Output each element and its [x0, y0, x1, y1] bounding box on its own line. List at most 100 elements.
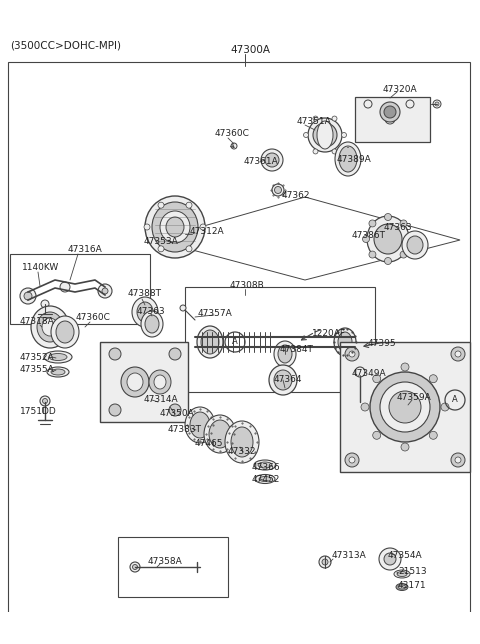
- Text: 47357A: 47357A: [198, 308, 233, 317]
- Ellipse shape: [265, 153, 279, 167]
- Ellipse shape: [335, 142, 361, 176]
- Ellipse shape: [231, 427, 253, 457]
- Circle shape: [433, 100, 441, 108]
- Text: 47388T: 47388T: [128, 290, 162, 299]
- Ellipse shape: [49, 354, 67, 361]
- Bar: [340, 342, 470, 472]
- Circle shape: [144, 224, 150, 230]
- Text: 47363: 47363: [137, 307, 166, 316]
- Ellipse shape: [141, 311, 163, 337]
- Ellipse shape: [185, 407, 215, 443]
- Circle shape: [313, 149, 318, 154]
- Text: 47355A: 47355A: [20, 365, 55, 374]
- Circle shape: [109, 404, 121, 416]
- Circle shape: [322, 559, 328, 565]
- Circle shape: [441, 403, 449, 411]
- Text: 47312A: 47312A: [190, 227, 225, 236]
- Ellipse shape: [269, 365, 297, 395]
- Circle shape: [341, 133, 347, 138]
- Text: 47308B: 47308B: [230, 281, 265, 290]
- Text: 47350A: 47350A: [160, 408, 195, 417]
- Ellipse shape: [338, 332, 352, 352]
- Ellipse shape: [275, 187, 281, 193]
- Text: 47395: 47395: [368, 339, 396, 348]
- Ellipse shape: [374, 224, 402, 254]
- Text: 47384T: 47384T: [280, 345, 314, 354]
- Text: 47389A: 47389A: [337, 155, 372, 164]
- Circle shape: [435, 102, 439, 106]
- Circle shape: [98, 284, 112, 298]
- Circle shape: [451, 453, 465, 467]
- Text: 47300A: 47300A: [230, 45, 270, 55]
- Ellipse shape: [398, 585, 406, 589]
- Circle shape: [345, 347, 359, 361]
- Circle shape: [313, 116, 318, 121]
- Ellipse shape: [259, 477, 271, 482]
- Circle shape: [455, 457, 461, 463]
- Ellipse shape: [334, 328, 356, 356]
- Ellipse shape: [152, 202, 198, 252]
- Text: 47386T: 47386T: [352, 231, 386, 240]
- Bar: [185, 287, 375, 392]
- Circle shape: [455, 351, 461, 357]
- Text: 47351A: 47351A: [297, 117, 332, 126]
- Circle shape: [451, 347, 465, 361]
- Ellipse shape: [255, 475, 275, 484]
- Ellipse shape: [160, 211, 190, 243]
- Ellipse shape: [379, 548, 401, 570]
- Text: 47360C: 47360C: [76, 314, 111, 323]
- Circle shape: [355, 367, 365, 377]
- Text: 47314A: 47314A: [144, 395, 179, 404]
- Text: 47363: 47363: [384, 222, 413, 231]
- Circle shape: [169, 348, 181, 360]
- Circle shape: [369, 251, 376, 258]
- Ellipse shape: [258, 462, 272, 468]
- Bar: [100, 342, 188, 422]
- Circle shape: [406, 100, 414, 108]
- Circle shape: [41, 300, 49, 308]
- Circle shape: [24, 292, 32, 300]
- Text: 21513: 21513: [398, 567, 427, 576]
- Circle shape: [362, 236, 370, 243]
- Circle shape: [385, 114, 395, 124]
- Text: (3500CC>DOHC-MPI): (3500CC>DOHC-MPI): [10, 41, 121, 51]
- Text: 47383T: 47383T: [168, 426, 202, 435]
- Circle shape: [372, 375, 381, 383]
- Circle shape: [158, 202, 164, 208]
- Text: 47353A: 47353A: [144, 238, 179, 247]
- Ellipse shape: [396, 583, 408, 591]
- Ellipse shape: [397, 571, 407, 576]
- Circle shape: [200, 224, 206, 230]
- Bar: [118, 537, 228, 597]
- Ellipse shape: [197, 326, 223, 358]
- Ellipse shape: [44, 351, 72, 363]
- Text: 1140KW: 1140KW: [22, 263, 59, 272]
- Text: 1751DD: 1751DD: [20, 408, 57, 417]
- Circle shape: [332, 116, 337, 121]
- Circle shape: [380, 102, 400, 122]
- Circle shape: [40, 396, 50, 406]
- Text: 47364: 47364: [274, 375, 302, 383]
- Circle shape: [429, 431, 437, 439]
- Circle shape: [130, 562, 140, 572]
- Text: 47366: 47366: [252, 462, 281, 471]
- Circle shape: [132, 565, 137, 569]
- Text: 47320A: 47320A: [383, 84, 418, 93]
- Circle shape: [158, 246, 164, 252]
- Ellipse shape: [127, 373, 143, 391]
- Ellipse shape: [145, 315, 159, 333]
- Circle shape: [384, 106, 396, 118]
- Ellipse shape: [274, 341, 296, 367]
- Text: 47361A: 47361A: [244, 158, 279, 167]
- Text: 47318A: 47318A: [20, 317, 55, 327]
- Ellipse shape: [56, 321, 74, 343]
- Circle shape: [384, 258, 392, 265]
- Bar: [355, 97, 430, 142]
- Circle shape: [186, 202, 192, 208]
- Circle shape: [364, 100, 372, 108]
- Circle shape: [231, 143, 237, 149]
- Circle shape: [369, 220, 376, 227]
- Ellipse shape: [389, 391, 421, 423]
- Circle shape: [400, 251, 407, 258]
- Text: A: A: [452, 395, 458, 404]
